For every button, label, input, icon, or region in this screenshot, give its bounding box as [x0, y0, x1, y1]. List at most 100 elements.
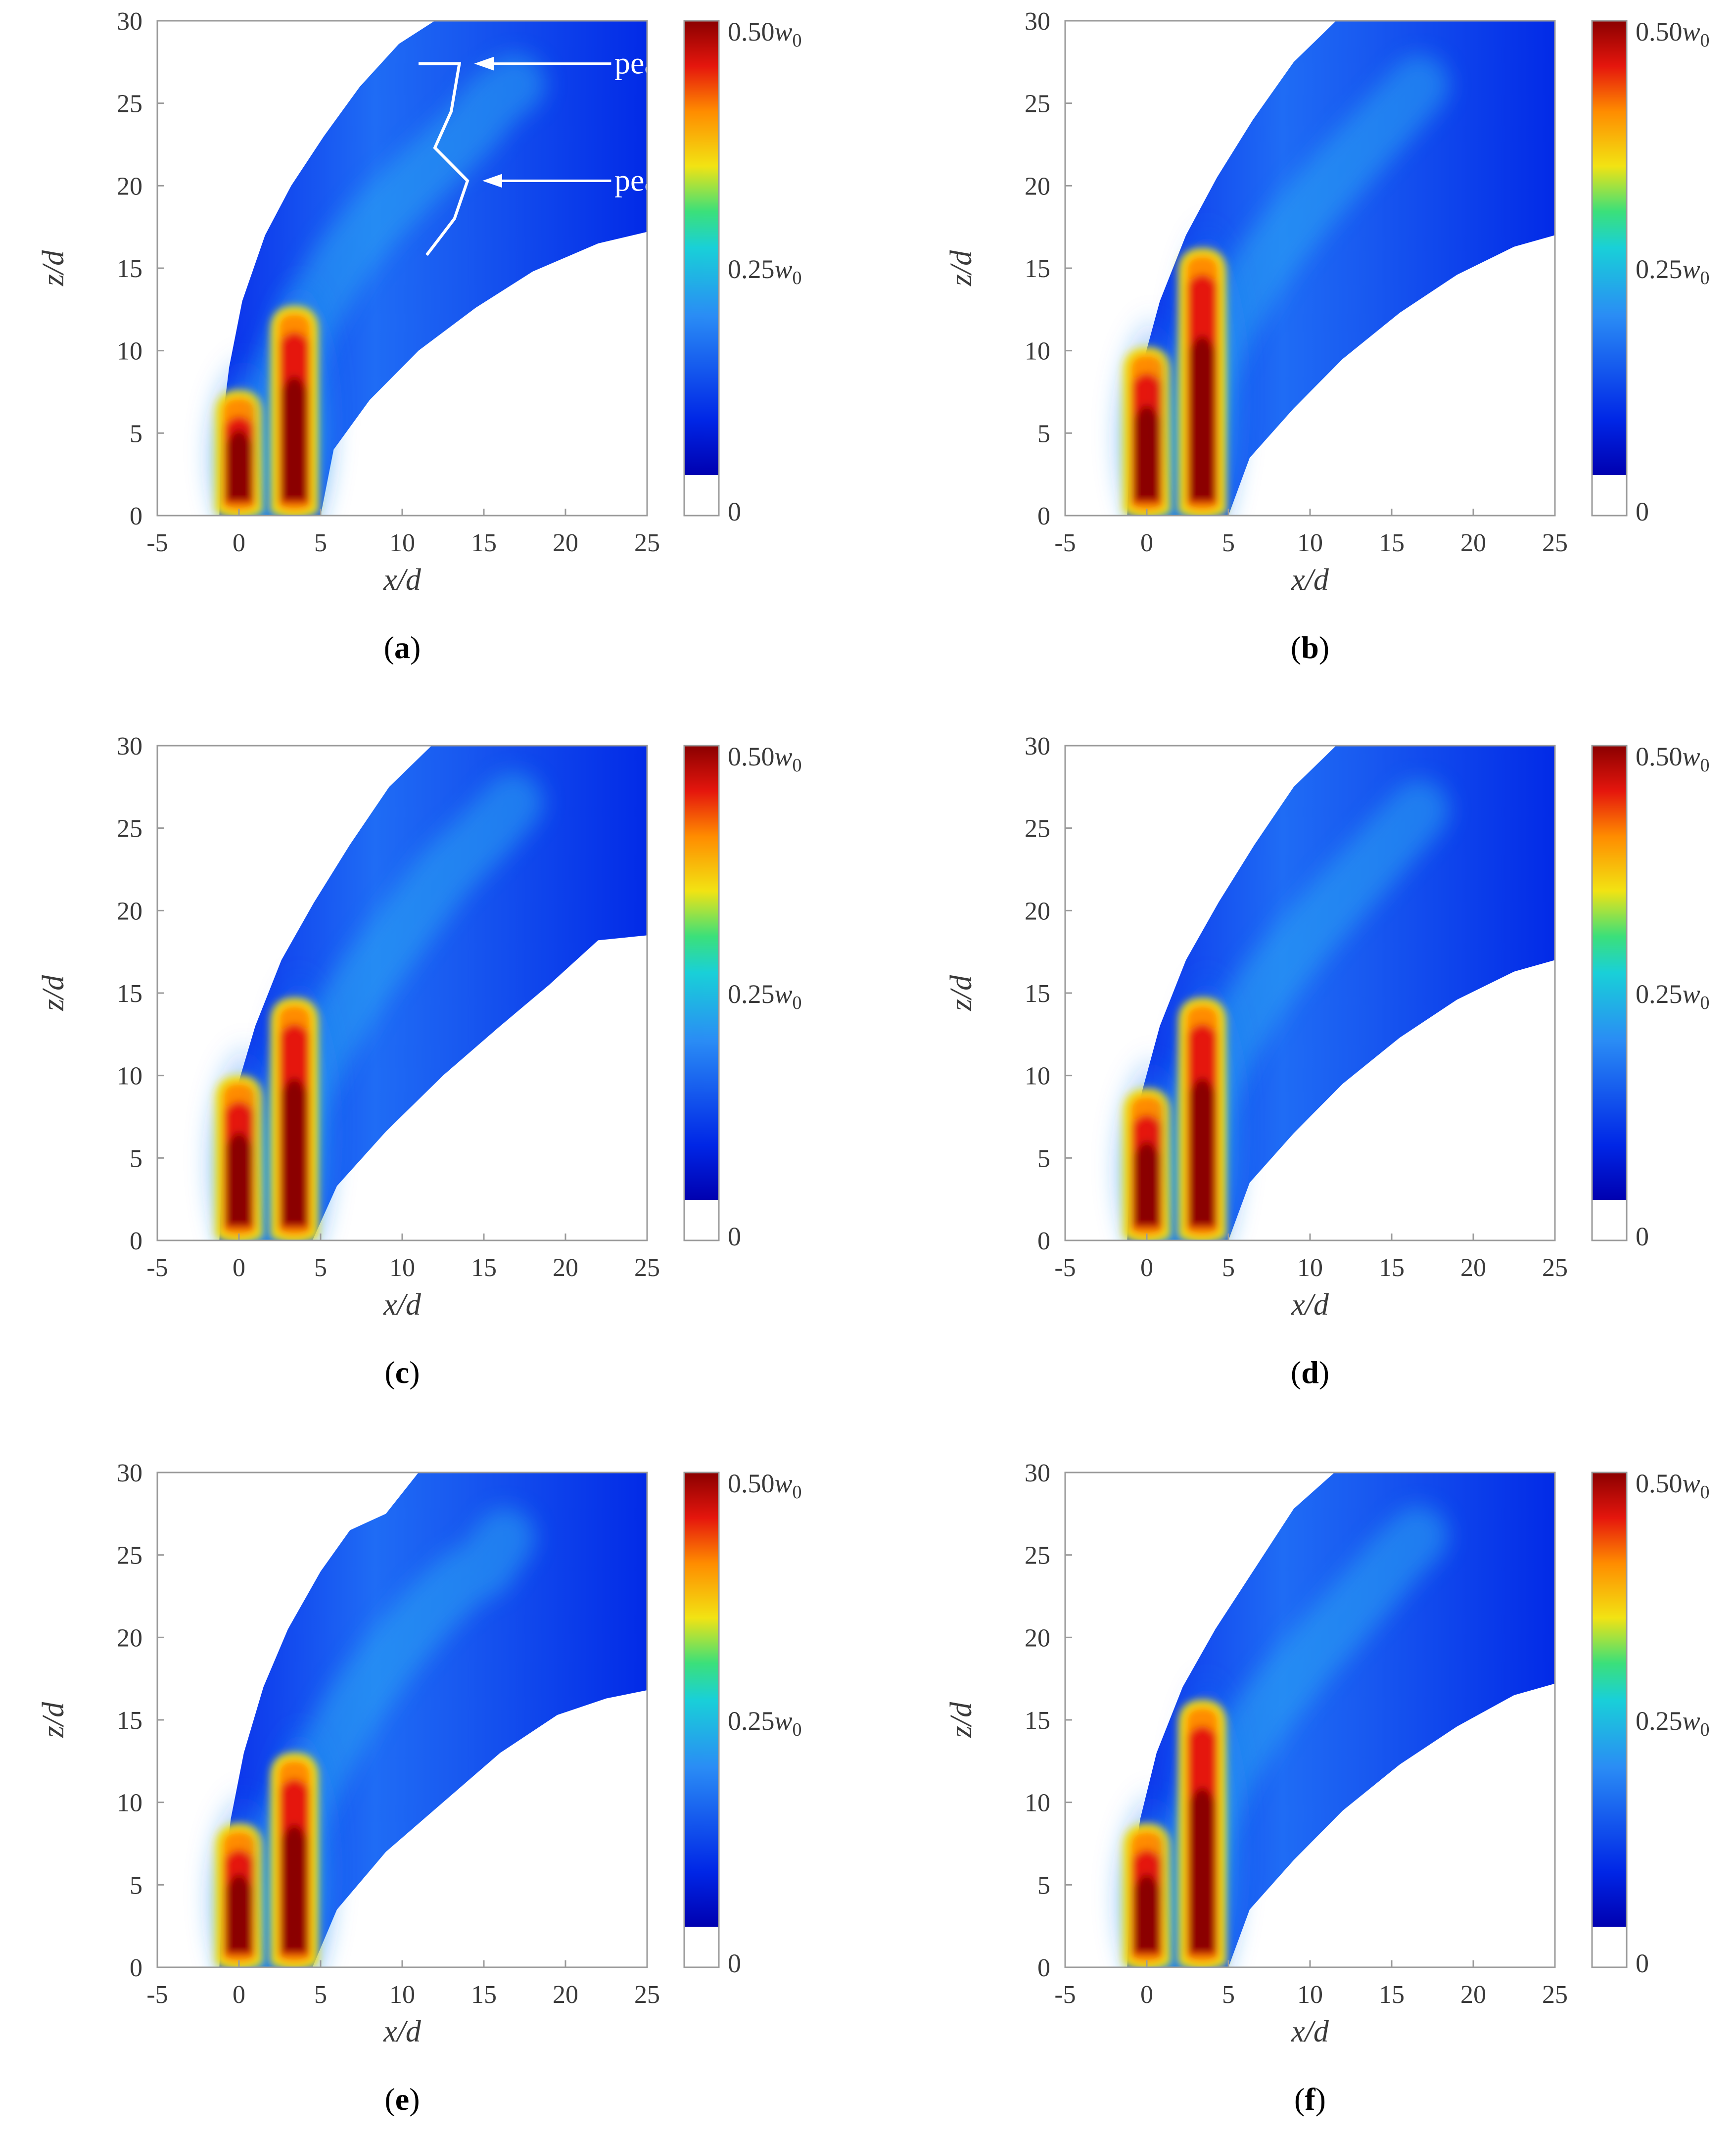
- x-tick-label: -5: [146, 1254, 168, 1282]
- jet-core-dark-2: [1189, 1078, 1215, 1226]
- panel-label: (f): [1294, 2082, 1326, 2117]
- y-axis-label: z/d: [944, 975, 978, 1011]
- x-tick-label: 10: [389, 1981, 415, 2009]
- x-axis-label: x/d: [1291, 1288, 1329, 1322]
- colorbar-mid-label: 0.25w0: [728, 979, 802, 1013]
- y-ticks: 0 5 10 15 20 25 30: [117, 732, 164, 1255]
- y-tick-label: 15: [1025, 980, 1050, 1008]
- y-tick-label: 25: [1025, 90, 1050, 118]
- colorbar-zero-band: [1592, 1200, 1627, 1240]
- x-tick-label: 25: [1542, 529, 1568, 557]
- panel-label: (c): [384, 1355, 420, 1390]
- colorbar-max-label: 0.50w0: [1636, 742, 1710, 776]
- jet-core-1: [1123, 1088, 1171, 1240]
- y-tick-label: 30: [117, 732, 142, 760]
- colorbar-zero-band: [684, 1200, 719, 1240]
- colorbar-min-label: 0: [728, 1948, 741, 1978]
- y-tick-label: 25: [1025, 1542, 1050, 1570]
- colorbar-min-label: 0: [1636, 1948, 1649, 1978]
- panel-b: -5 0 5 10 15 20 25051015202530x/dz/d0.50w00.25…: [944, 7, 1710, 665]
- x-axis-label: x/d: [1291, 2015, 1329, 2048]
- colorbar-min-label: 0: [1636, 1222, 1649, 1251]
- colorbar-max-label: 0.50w0: [1636, 1469, 1710, 1503]
- jet-core-dark-1: [226, 429, 252, 501]
- x-tick-label: 20: [1460, 1254, 1486, 1282]
- colorbar-mid-label: 0.25w0: [728, 254, 802, 288]
- y-tick-label: 20: [1025, 172, 1050, 200]
- panel-label: (a): [384, 630, 421, 665]
- colorbar-zero-band: [1592, 475, 1627, 516]
- y-ticks: 0 5 10 15 20 25 30: [1025, 1459, 1072, 1982]
- y-tick-label: 10: [1025, 1062, 1050, 1091]
- jet-core-1: [1123, 1823, 1171, 1967]
- x-tick-label: 0: [1140, 1254, 1153, 1282]
- x-tick-label: -5: [1054, 1981, 1076, 2009]
- colorbar-min-label: 0: [728, 497, 741, 526]
- y-axis-label: z/d: [37, 1702, 70, 1738]
- colorbar-frame: [683, 20, 720, 517]
- jet-core-dark-2: [1189, 1787, 1215, 1953]
- colorbar-frame: [1591, 745, 1628, 1241]
- y-tick-label: 5: [1037, 1871, 1050, 1900]
- x-tick-label: 0: [233, 1254, 245, 1282]
- x-tick-label: 15: [471, 1254, 497, 1282]
- y-tick-label: 10: [117, 1789, 142, 1817]
- y-tick-label: 0: [1037, 1227, 1050, 1255]
- x-tick-label: 25: [634, 1254, 660, 1282]
- colorbar-frame: [683, 1472, 720, 1968]
- y-axis-label: z/d: [944, 250, 978, 286]
- colorbar-gradient: [684, 746, 719, 1200]
- x-axis-label: x/d: [383, 563, 422, 597]
- x-tick-label: -5: [146, 1981, 168, 2009]
- x-tick-label: 15: [471, 1981, 497, 2009]
- colorbar-mid-label: 0.25w0: [1636, 254, 1710, 288]
- colorbar-zero-band: [684, 475, 719, 516]
- y-tick-label: 0: [130, 1227, 142, 1255]
- y-axis-label: z/d: [37, 975, 70, 1011]
- jet-core-dark-1: [226, 1874, 252, 1953]
- x-tick-label: -5: [146, 529, 168, 557]
- jet-core-2: [270, 1753, 319, 1967]
- x-tick-label: 10: [389, 529, 415, 557]
- x-tick-label: 0: [1140, 1981, 1153, 2009]
- x-tick-label: 10: [1297, 1254, 1323, 1282]
- y-tick-label: 15: [117, 255, 142, 283]
- x-ticks: -5 0 5 10 15 20 25: [146, 1960, 660, 2009]
- panel-e: -5 0 5 10 15 20 25051015202530x/dz/d0.50w00.25…: [37, 1459, 802, 2117]
- colorbar-max-label: 0.50w0: [728, 742, 802, 776]
- colorbar: 0.50w0 0.25w0 0: [1591, 742, 1710, 1251]
- peak-arrow-head-1: [474, 56, 494, 71]
- peak-arrow-head-2: [482, 174, 502, 188]
- y-tick-label: 5: [1037, 1144, 1050, 1173]
- colorbar-mid-label: 0.25w0: [1636, 979, 1710, 1013]
- colorbar: 0.50w0 0.25w0 0: [1591, 1469, 1710, 1978]
- y-tick-label: 25: [117, 1542, 142, 1570]
- jet-core-dark-2: [282, 1824, 307, 1953]
- x-axis-label: x/d: [1291, 563, 1329, 597]
- colorbar-gradient: [684, 1472, 719, 1927]
- y-tick-label: 20: [117, 1624, 142, 1652]
- x-tick-label: 20: [553, 1254, 578, 1282]
- x-tick-label: 15: [1379, 1981, 1405, 2009]
- colorbar-gradient: [684, 21, 719, 475]
- y-tick-label: 30: [1025, 1459, 1050, 1487]
- x-tick-label: 5: [1222, 1254, 1235, 1282]
- x-tick-label: 5: [314, 1981, 327, 2009]
- y-axis-label: z/d: [944, 1702, 978, 1738]
- jet-core-dark-1: [1134, 1874, 1160, 1953]
- y-ticks: 0 5 10 15 20 25 30: [117, 1459, 164, 1982]
- colorbar-mid-label: 0.25w0: [728, 1706, 802, 1740]
- x-tick-label: 5: [1222, 1981, 1235, 2009]
- y-tick-label: 0: [130, 1954, 142, 1982]
- x-tick-label: 5: [314, 1254, 327, 1282]
- plume-layer: [205, 1472, 647, 1967]
- y-tick-label: 10: [117, 1062, 142, 1091]
- y-tick-label: 25: [117, 815, 142, 843]
- x-tick-label: -5: [1054, 529, 1076, 557]
- x-tick-label: 0: [233, 1981, 245, 2009]
- colorbar-gradient: [1592, 21, 1627, 475]
- y-tick-label: 5: [130, 1871, 142, 1900]
- y-tick-label: 0: [130, 502, 142, 530]
- jet-core-2: [1178, 1700, 1226, 1967]
- jet-core-1: [1123, 347, 1171, 516]
